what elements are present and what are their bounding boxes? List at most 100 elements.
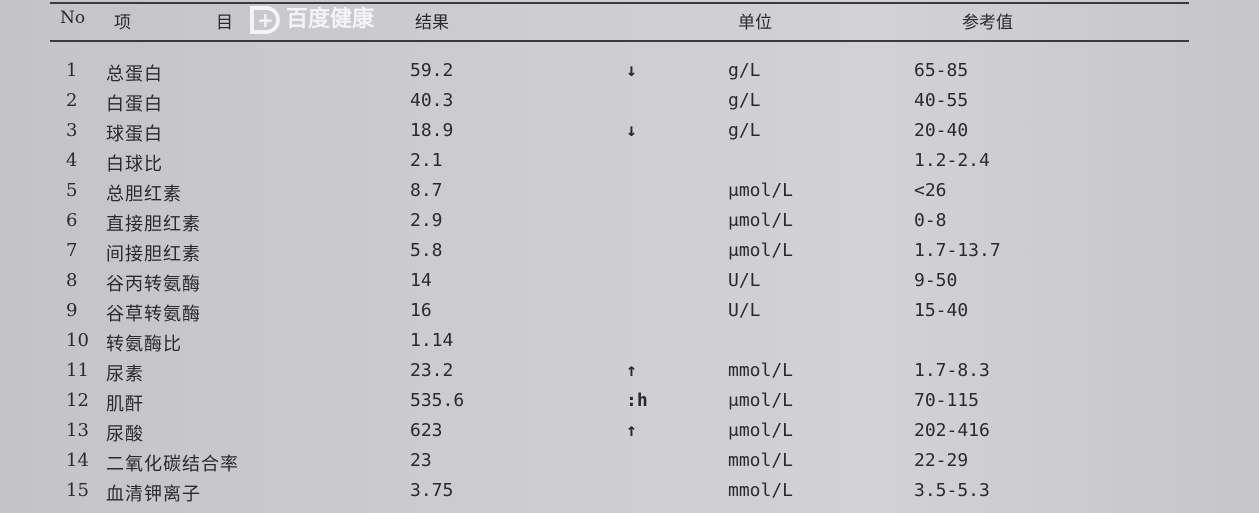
abnormal-flag: ↑	[626, 420, 637, 441]
item-name: 肌酐	[106, 394, 144, 415]
reference-range: 70-115	[914, 390, 980, 411]
reference-range: 202-416	[914, 420, 990, 441]
reference-range: 3.5-5.3	[914, 480, 990, 501]
table-row: 7 间接胆红素 5.8 μmol/L 1.7-13.7	[0, 240, 1259, 270]
table-row: 12 肌酐 535.6 :h μmol/L 70-115	[0, 390, 1259, 420]
row-number: 4	[66, 150, 78, 171]
item-name: 转氨酶比	[106, 334, 182, 355]
reference-range: <26	[914, 180, 947, 201]
reference-range: 22-29	[914, 450, 969, 471]
header-unit: 单位	[738, 13, 772, 33]
unit: U/L	[728, 300, 761, 321]
result-value: 1.14	[410, 330, 454, 351]
item-name: 二氧化碳结合率	[106, 454, 239, 475]
item-name: 谷丙转氨酶	[106, 274, 201, 295]
table-row: 3 球蛋白 18.9 ↓ g/L 20-40	[0, 120, 1259, 150]
unit: U/L	[728, 270, 761, 291]
row-number: 14	[66, 450, 89, 471]
item-name: 谷草转氨酶	[106, 304, 201, 325]
row-number: 9	[66, 300, 78, 321]
unit: mmol/L	[728, 480, 794, 501]
result-value: 3.75	[410, 480, 454, 501]
abnormal-flag: ↓	[626, 120, 637, 141]
unit: μmol/L	[728, 420, 794, 441]
table-row: 13 尿酸 623 ↑ μmol/L 202-416	[0, 420, 1259, 450]
item-name: 尿酸	[106, 424, 144, 445]
reference-range: 40-55	[914, 90, 969, 111]
unit: μmol/L	[728, 240, 794, 261]
item-name: 总胆红素	[106, 184, 182, 205]
row-number: 3	[66, 120, 78, 141]
watermark-logo-icon	[250, 6, 280, 34]
header-item-1: 项	[114, 13, 131, 33]
result-value: 40.3	[410, 90, 454, 111]
item-name: 血清钾离子	[106, 484, 201, 505]
result-value: 623	[410, 420, 443, 441]
item-name: 总蛋白	[106, 64, 163, 85]
reference-range: 1.2-2.4	[914, 150, 990, 171]
item-name: 白蛋白	[106, 94, 163, 115]
header-reference: 参考值	[962, 13, 1013, 33]
result-value: 2.1	[410, 150, 443, 171]
item-name: 间接胆红素	[106, 244, 201, 265]
watermark: 百度健康	[250, 6, 374, 34]
reference-range: 0-8	[914, 210, 947, 231]
row-number: 5	[66, 180, 78, 201]
item-name: 尿素	[106, 364, 144, 385]
row-number: 2	[66, 90, 78, 111]
unit: g/L	[728, 60, 761, 81]
abnormal-flag: ↓	[626, 60, 637, 81]
table-row: 5 总胆红素 8.7 μmol/L <26	[0, 180, 1259, 210]
result-value: 18.9	[410, 120, 454, 141]
result-value: 59.2	[410, 60, 454, 81]
row-number: 7	[66, 240, 78, 261]
row-number: 1	[66, 60, 78, 81]
table-row: 15 血清钾离子 3.75 mmol/L 3.5-5.3	[0, 480, 1259, 510]
top-rule	[50, 2, 1189, 4]
row-number: 15	[66, 480, 89, 501]
row-number: 8	[66, 270, 78, 291]
unit: g/L	[728, 90, 761, 111]
unit: mmol/L	[728, 450, 794, 471]
item-name: 直接胆红素	[106, 214, 201, 235]
table-row: 14 二氧化碳结合率 23 mmol/L 22-29	[0, 450, 1259, 480]
reference-range: 1.7-13.7	[914, 240, 1001, 261]
table-row: 9 谷草转氨酶 16 U/L 15-40	[0, 300, 1259, 330]
result-value: 23.2	[410, 360, 454, 381]
result-value: 5.8	[410, 240, 443, 261]
result-value: 2.9	[410, 210, 443, 231]
reference-range: 65-85	[914, 60, 969, 81]
row-number: 10	[66, 330, 89, 351]
result-value: 23	[410, 450, 432, 471]
row-number: 12	[66, 390, 89, 411]
watermark-text: 百度健康	[286, 7, 375, 32]
result-value: 535.6	[410, 390, 465, 411]
header-rule	[50, 40, 1189, 42]
unit: g/L	[728, 120, 761, 141]
header-result: 结果	[415, 13, 449, 33]
unit: μmol/L	[728, 210, 794, 231]
reference-range: 9-50	[914, 270, 958, 291]
reference-range: 15-40	[914, 300, 969, 321]
table-row: 2 白蛋白 40.3 g/L 40-55	[0, 90, 1259, 120]
result-value: 16	[410, 300, 432, 321]
reference-range: 1.7-8.3	[914, 360, 990, 381]
header-no: No	[60, 8, 86, 28]
result-value: 14	[410, 270, 432, 291]
table-row: 6 直接胆红素 2.9 μmol/L 0-8	[0, 210, 1259, 240]
table-row: 4 白球比 2.1 1.2-2.4	[0, 150, 1259, 180]
table-row: 11 尿素 23.2 ↑ mmol/L 1.7-8.3	[0, 360, 1259, 390]
table-row: 1 总蛋白 59.2 ↓ g/L 65-85	[0, 60, 1259, 90]
unit: mmol/L	[728, 360, 794, 381]
unit: μmol/L	[728, 390, 794, 411]
row-number: 13	[66, 420, 89, 441]
item-name: 球蛋白	[106, 124, 163, 145]
reference-range: 20-40	[914, 120, 969, 141]
header-item-2: 目	[216, 13, 233, 33]
unit: μmol/L	[728, 180, 794, 201]
row-number: 6	[66, 210, 78, 231]
item-name: 白球比	[106, 154, 163, 175]
table-row: 8 谷丙转氨酶 14 U/L 9-50	[0, 270, 1259, 300]
abnormal-flag: :h	[626, 390, 648, 411]
abnormal-flag: ↑	[626, 360, 637, 381]
